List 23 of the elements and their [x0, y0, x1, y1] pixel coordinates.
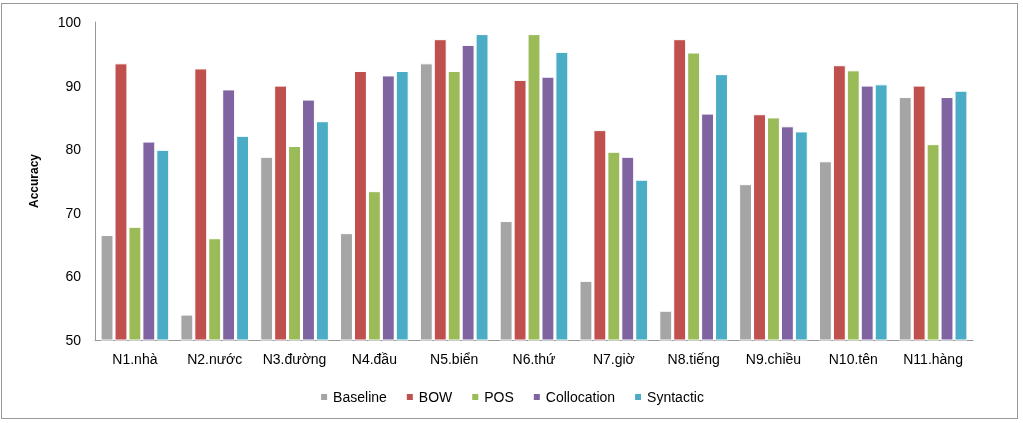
- x-tick-label: N2.nước: [187, 351, 243, 367]
- y-tick-label: 50: [65, 332, 82, 348]
- legend-label: POS: [484, 389, 514, 405]
- x-tick-label: N9.chiều: [745, 351, 802, 367]
- y-tick-label: 60: [65, 268, 82, 285]
- y-tick-label: 90: [65, 77, 82, 94]
- x-tick-label: N10.tên: [828, 351, 878, 367]
- x-tick-label: N5.biển: [430, 351, 479, 367]
- x-tick-label: N6.thứ: [512, 351, 556, 367]
- x-tick-label: N7.giờ: [592, 351, 635, 367]
- x-tick-label: N11.hàng: [903, 351, 963, 367]
- legend-label: BOW: [418, 389, 454, 405]
- x-tick-label: N4.đầu: [351, 351, 397, 367]
- y-tick-label: 80: [65, 141, 82, 158]
- x-tick-label: N3.đường: [262, 351, 327, 367]
- legend-label: Collocation: [545, 389, 616, 405]
- y-tick-label: 70: [65, 204, 82, 221]
- y-tick-label: 100: [57, 14, 82, 30]
- legend-label: Baseline: [333, 389, 388, 405]
- legend-label: Syntactic: [647, 389, 704, 405]
- x-tick-label: N1.nhà: [112, 351, 158, 367]
- x-tick-label: N8.tiếng: [667, 351, 720, 367]
- y-axis-title: Accuracy: [27, 153, 41, 209]
